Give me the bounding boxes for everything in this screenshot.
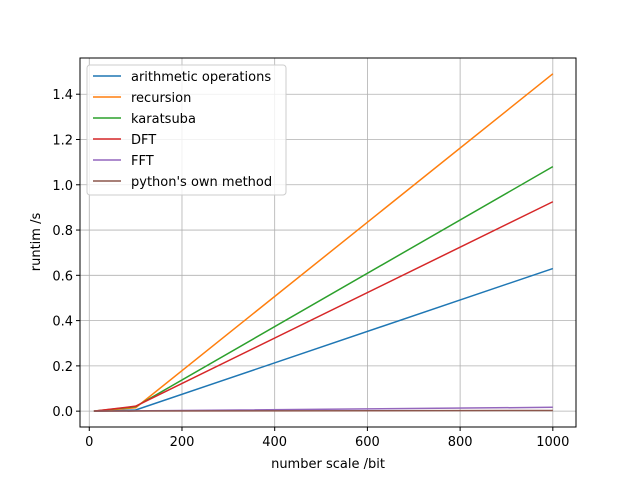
y-tick-label: 0.4 — [52, 315, 73, 330]
y-tick-label: 1.4 — [52, 88, 73, 103]
x-tick-label: 400 — [262, 435, 287, 450]
x-tick-label: 800 — [448, 435, 473, 450]
y-tick-label: 0.2 — [52, 360, 73, 375]
y-axis-ticks: 0.0 0.2 0.4 0.6 0.8 1.0 1.2 1.4 — [52, 88, 80, 420]
legend-box — [86, 64, 287, 196]
legend: arithmetic operations recursion karatsuba D… — [86, 64, 287, 196]
series-line-5 — [93, 409, 553, 412]
y-axis-label: runtim /s — [29, 213, 44, 272]
legend-label: arithmetic operations — [131, 70, 271, 85]
y-tick-label: 1.2 — [52, 133, 73, 148]
x-tick-label: 0 — [85, 435, 93, 450]
plot-frame — [79, 57, 577, 428]
legend-label: DFT — [131, 133, 156, 148]
legend-label: recursion — [131, 91, 191, 106]
x-axis-ticks: 0 200 400 600 800 1000 — [85, 427, 569, 450]
y-tick-label: 0.8 — [52, 224, 73, 239]
legend-label: karatsuba — [131, 112, 196, 127]
x-tick-label: 1000 — [536, 435, 569, 450]
y-tick-label: 0.6 — [52, 269, 73, 284]
x-tick-label: 600 — [355, 435, 380, 450]
series-line-3 — [93, 201, 554, 412]
series-lines — [93, 73, 554, 412]
x-axis-label: number scale /bit — [271, 457, 385, 472]
y-tick-label: 1.0 — [52, 179, 73, 194]
y-tick-label: 0.0 — [52, 405, 73, 420]
legend-label: python's own method — [131, 175, 272, 190]
legend-label: FFT — [131, 154, 154, 169]
x-tick-label: 200 — [170, 435, 195, 450]
